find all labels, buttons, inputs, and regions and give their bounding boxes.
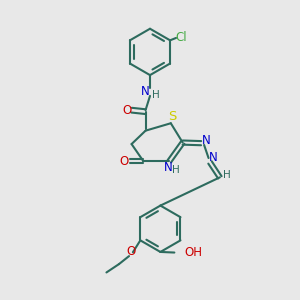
Text: OH: OH <box>184 246 202 259</box>
Text: Cl: Cl <box>176 32 187 44</box>
Text: H: H <box>172 165 180 175</box>
Text: N: N <box>209 151 218 164</box>
Text: O: O <box>119 155 128 168</box>
Text: N: N <box>141 85 150 98</box>
Text: O: O <box>122 104 131 117</box>
Text: S: S <box>168 110 176 123</box>
Text: H: H <box>223 170 230 180</box>
Text: O: O <box>126 245 135 258</box>
Text: N: N <box>164 161 173 174</box>
Text: N: N <box>202 134 210 147</box>
Text: H: H <box>152 90 160 100</box>
